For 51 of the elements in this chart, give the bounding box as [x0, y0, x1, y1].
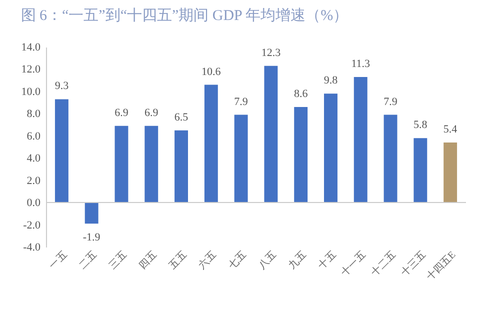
y-tick-label: -4.0 — [23, 242, 41, 254]
y-tick-label: 8.0 — [26, 108, 41, 120]
bar — [414, 138, 428, 203]
bar — [174, 130, 188, 203]
x-tick-label: 十二五 — [368, 248, 398, 278]
bar — [54, 99, 68, 203]
data-label: 5.8 — [414, 119, 428, 132]
data-label: 8.6 — [294, 88, 308, 100]
y-tick-label: 10.0 — [21, 86, 41, 98]
data-label: 7.9 — [384, 96, 398, 108]
x-tick-label: 三五 — [107, 250, 130, 272]
data-label: 9.8 — [324, 74, 338, 87]
data-label: 10.6 — [202, 66, 222, 78]
data-label: 6.9 — [114, 106, 129, 119]
x-tick-label: 一五 — [48, 250, 70, 272]
y-tick-label: 14.0 — [21, 42, 41, 54]
x-tick-label: 四五 — [137, 250, 160, 272]
data-label: 11.3 — [351, 58, 371, 70]
y-tick-label: 6.0 — [26, 130, 41, 142]
data-label: 6.9 — [144, 106, 159, 119]
data-label: 9.3 — [54, 80, 70, 92]
y-tick-label: -2.0 — [23, 219, 41, 232]
bar — [324, 94, 338, 203]
bar — [294, 107, 308, 203]
x-tick-label: 十五 — [316, 248, 339, 272]
data-label: -1.9 — [82, 232, 101, 244]
chart-title: 图 6：“一五”到“十四五”期间 GDP 年均增速（%） — [20, 7, 348, 24]
bar — [84, 202, 98, 224]
y-tick-label: 2.0 — [26, 174, 41, 187]
x-tick-label: 十一五 — [338, 248, 368, 278]
x-tick-label: 八五 — [256, 250, 279, 272]
y-tick-label: 4.0 — [26, 152, 41, 165]
data-label: 5.4 — [443, 124, 458, 136]
bar — [264, 66, 278, 203]
data-label: 6.5 — [174, 111, 189, 124]
x-tick-label: 七五 — [226, 248, 249, 272]
x-tick-label: 二五 — [77, 250, 100, 272]
bar — [354, 77, 368, 203]
data-label: 7.9 — [234, 96, 248, 108]
bar — [114, 126, 128, 203]
bar — [144, 126, 158, 203]
bar — [444, 142, 458, 203]
x-tick-label: 九五 — [286, 248, 309, 272]
bar — [204, 84, 218, 203]
y-tick-label: 12.0 — [21, 64, 41, 76]
bar — [234, 114, 248, 203]
x-tick-label: 六五 — [196, 248, 219, 272]
y-tick-label: 0.0 — [26, 197, 41, 210]
bar — [384, 114, 398, 203]
data-label: 12.3 — [261, 46, 282, 59]
x-tick-label: 五五 — [167, 250, 190, 272]
